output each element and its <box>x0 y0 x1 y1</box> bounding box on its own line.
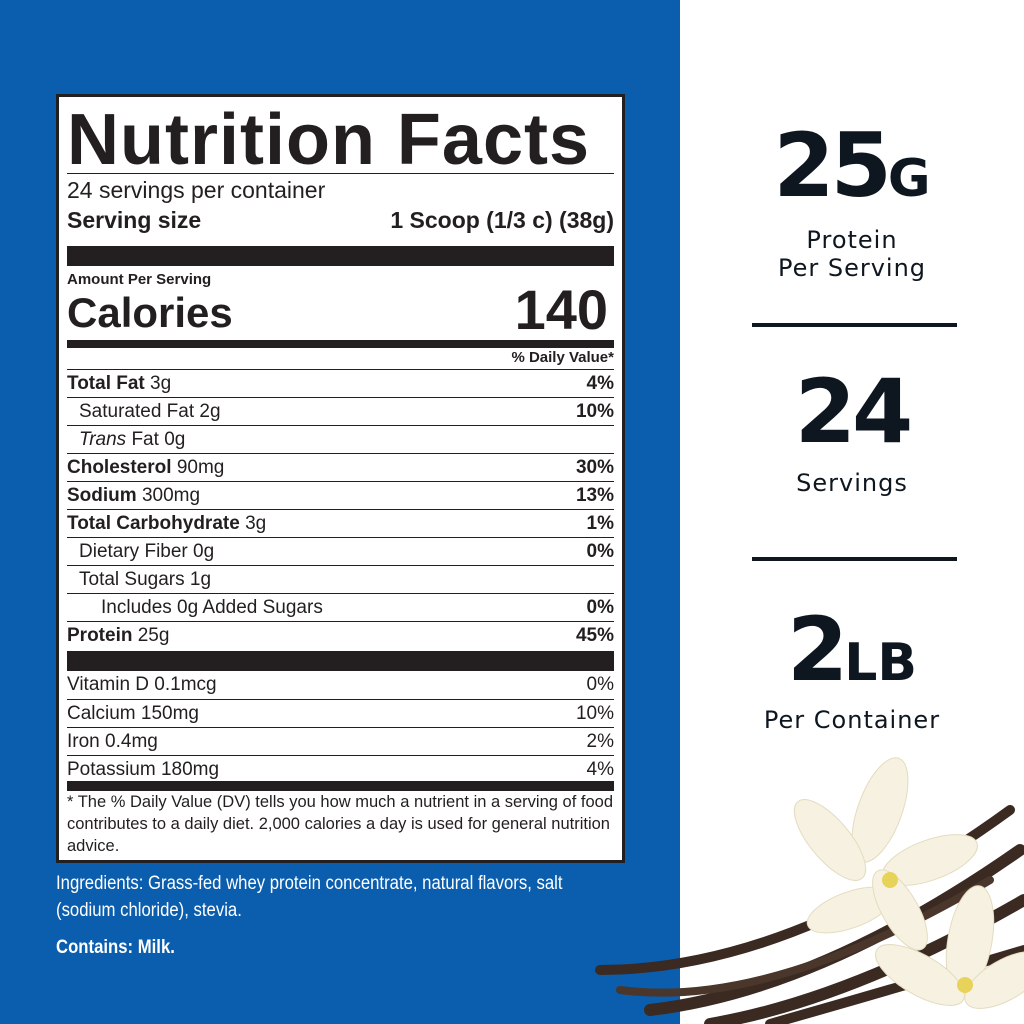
highlight-caption: Per Container <box>763 706 941 734</box>
highlight-number: 2 <box>786 598 848 701</box>
vitamin-amount: 150mg <box>140 703 200 724</box>
highlight-caption: Protein <box>806 226 898 254</box>
vitamin-daily-value: 4% <box>586 759 614 780</box>
highlight-number: 25 <box>773 114 891 217</box>
vitamin-row: Iron 0.4mg 2% <box>67 727 614 755</box>
vitamin-name: Vitamin D <box>67 674 150 695</box>
nutrient-amount: 0g <box>193 541 215 562</box>
nutrient-daily-value: 0% <box>586 541 614 562</box>
nutrient-daily-value: 10% <box>575 401 614 422</box>
highlight-unit: G <box>887 149 931 209</box>
highlight-caption: Per Serving <box>777 254 927 282</box>
nutrient-amount: 90mg <box>176 457 225 478</box>
nutrient-amount: 2g <box>199 401 221 422</box>
vanilla-flower-image <box>595 757 1024 1024</box>
highlight-caption: Servings <box>796 469 908 497</box>
nutrient-row: Sodium 300mg 13% <box>67 481 614 509</box>
daily-value-header: % Daily Value* <box>511 349 614 366</box>
nutrition-facts-label: Nutrition Facts 24 servings per containe… <box>56 94 625 863</box>
nutrient-daily-value: 4% <box>586 373 614 394</box>
nutrient-amount: 25g <box>137 625 170 646</box>
nutrient-daily-value: 30% <box>575 457 614 478</box>
nutrient-amount: 1g <box>189 569 212 590</box>
nutrient-daily-value: 13% <box>575 485 614 506</box>
vitamin-daily-value: 2% <box>586 731 614 752</box>
nutrient-row: Total Sugars 1g <box>67 565 614 593</box>
nutrient-name-suffix: Fat <box>131 429 159 450</box>
vitamin-amount: 180mg <box>160 759 220 780</box>
calories-value: 140 <box>514 278 608 341</box>
medium-divider <box>67 340 614 348</box>
servings-highlight: 24 <box>680 368 1024 456</box>
vitamin-amount: 0.4mg <box>105 731 158 752</box>
nutrient-name: Saturated Fat <box>79 401 195 422</box>
nutrient-row: Saturated Fat 2g 10% <box>67 397 614 425</box>
divider <box>67 173 614 174</box>
highlight-unit: LB <box>844 633 917 693</box>
serving-size-label: Serving size <box>67 207 202 233</box>
nutrient-daily-value: 0% <box>586 597 614 618</box>
vitamin-row: Potassium 180mg 4% <box>67 755 614 783</box>
thick-divider <box>67 246 614 266</box>
nutrient-name: Cholesterol <box>67 457 172 478</box>
weight-highlight: 2LB <box>680 606 1024 694</box>
vitamin-name: Potassium <box>67 759 156 780</box>
amount-per-serving: Amount Per Serving <box>67 271 212 288</box>
nutrient-row: Dietary Fiber 0g 0% <box>67 537 614 565</box>
nutrient-row: Includes 0g Added Sugars 0% <box>67 593 614 621</box>
nutrient-amount: 3g <box>245 513 267 534</box>
nutrient-row: Trans Fat 0g <box>67 425 614 453</box>
nutrient-amount: 0g <box>164 429 186 450</box>
nutrient-daily-value: 45% <box>575 625 614 646</box>
calories-label: Calories <box>67 289 233 336</box>
nutrient-amount: 3g <box>150 373 172 394</box>
nutrient-row: Total Carbohydrate 3g 1% <box>67 509 614 537</box>
nutrient-row: Cholesterol 90mg 30% <box>67 453 614 481</box>
serving-size-row: Serving size 1 Scoop (1/3 c) (38g) <box>67 207 614 234</box>
vitamin-row: Calcium 150mg 10% <box>67 699 614 727</box>
divider <box>752 557 957 561</box>
nutrient-name: Total Fat <box>67 373 145 394</box>
vitamin-daily-value: 10% <box>575 703 614 724</box>
nutrient-name: Includes 0g Added Sugars <box>101 597 323 618</box>
vitamin-row: Vitamin D 0.1mcg 0% <box>67 671 614 699</box>
highlight-number: 24 <box>794 360 913 463</box>
nutrient-name: Total Sugars <box>79 569 185 590</box>
vitamin-name: Iron <box>67 731 100 752</box>
nutrient-row: Total Fat 3g 4% <box>67 369 614 397</box>
serving-size-value: 1 Scoop (1/3 c) (38g) <box>390 207 614 233</box>
nutrient-name: Trans <box>79 429 127 450</box>
thick-divider <box>67 651 614 671</box>
servings-per-container: 24 servings per container <box>67 177 326 203</box>
nutrient-name: Total Carbohydrate <box>67 513 240 534</box>
nutrient-amount: 300mg <box>141 485 201 506</box>
nutrient-row: Protein 25g 45% <box>67 621 614 649</box>
nutrient-name: Sodium <box>67 485 137 506</box>
nutrient-daily-value: 1% <box>586 513 614 534</box>
nutrient-name: Protein <box>67 625 133 646</box>
vitamin-amount: 0.1mcg <box>154 674 217 695</box>
allergens-text: Contains: Milk. <box>56 937 175 958</box>
protein-highlight: 25G <box>680 122 1024 210</box>
label-title: Nutrition Facts <box>67 100 591 180</box>
divider <box>752 323 957 327</box>
daily-value-footnote: * The % Daily Value (DV) tells you how m… <box>67 793 613 855</box>
nutrient-name: Dietary Fiber <box>79 541 188 562</box>
vitamin-daily-value: 0% <box>586 674 614 695</box>
medium-divider <box>67 781 614 791</box>
vitamin-name: Calcium <box>67 703 136 724</box>
ingredients-text: Ingredients: Grass-fed whey protein conc… <box>56 873 563 921</box>
